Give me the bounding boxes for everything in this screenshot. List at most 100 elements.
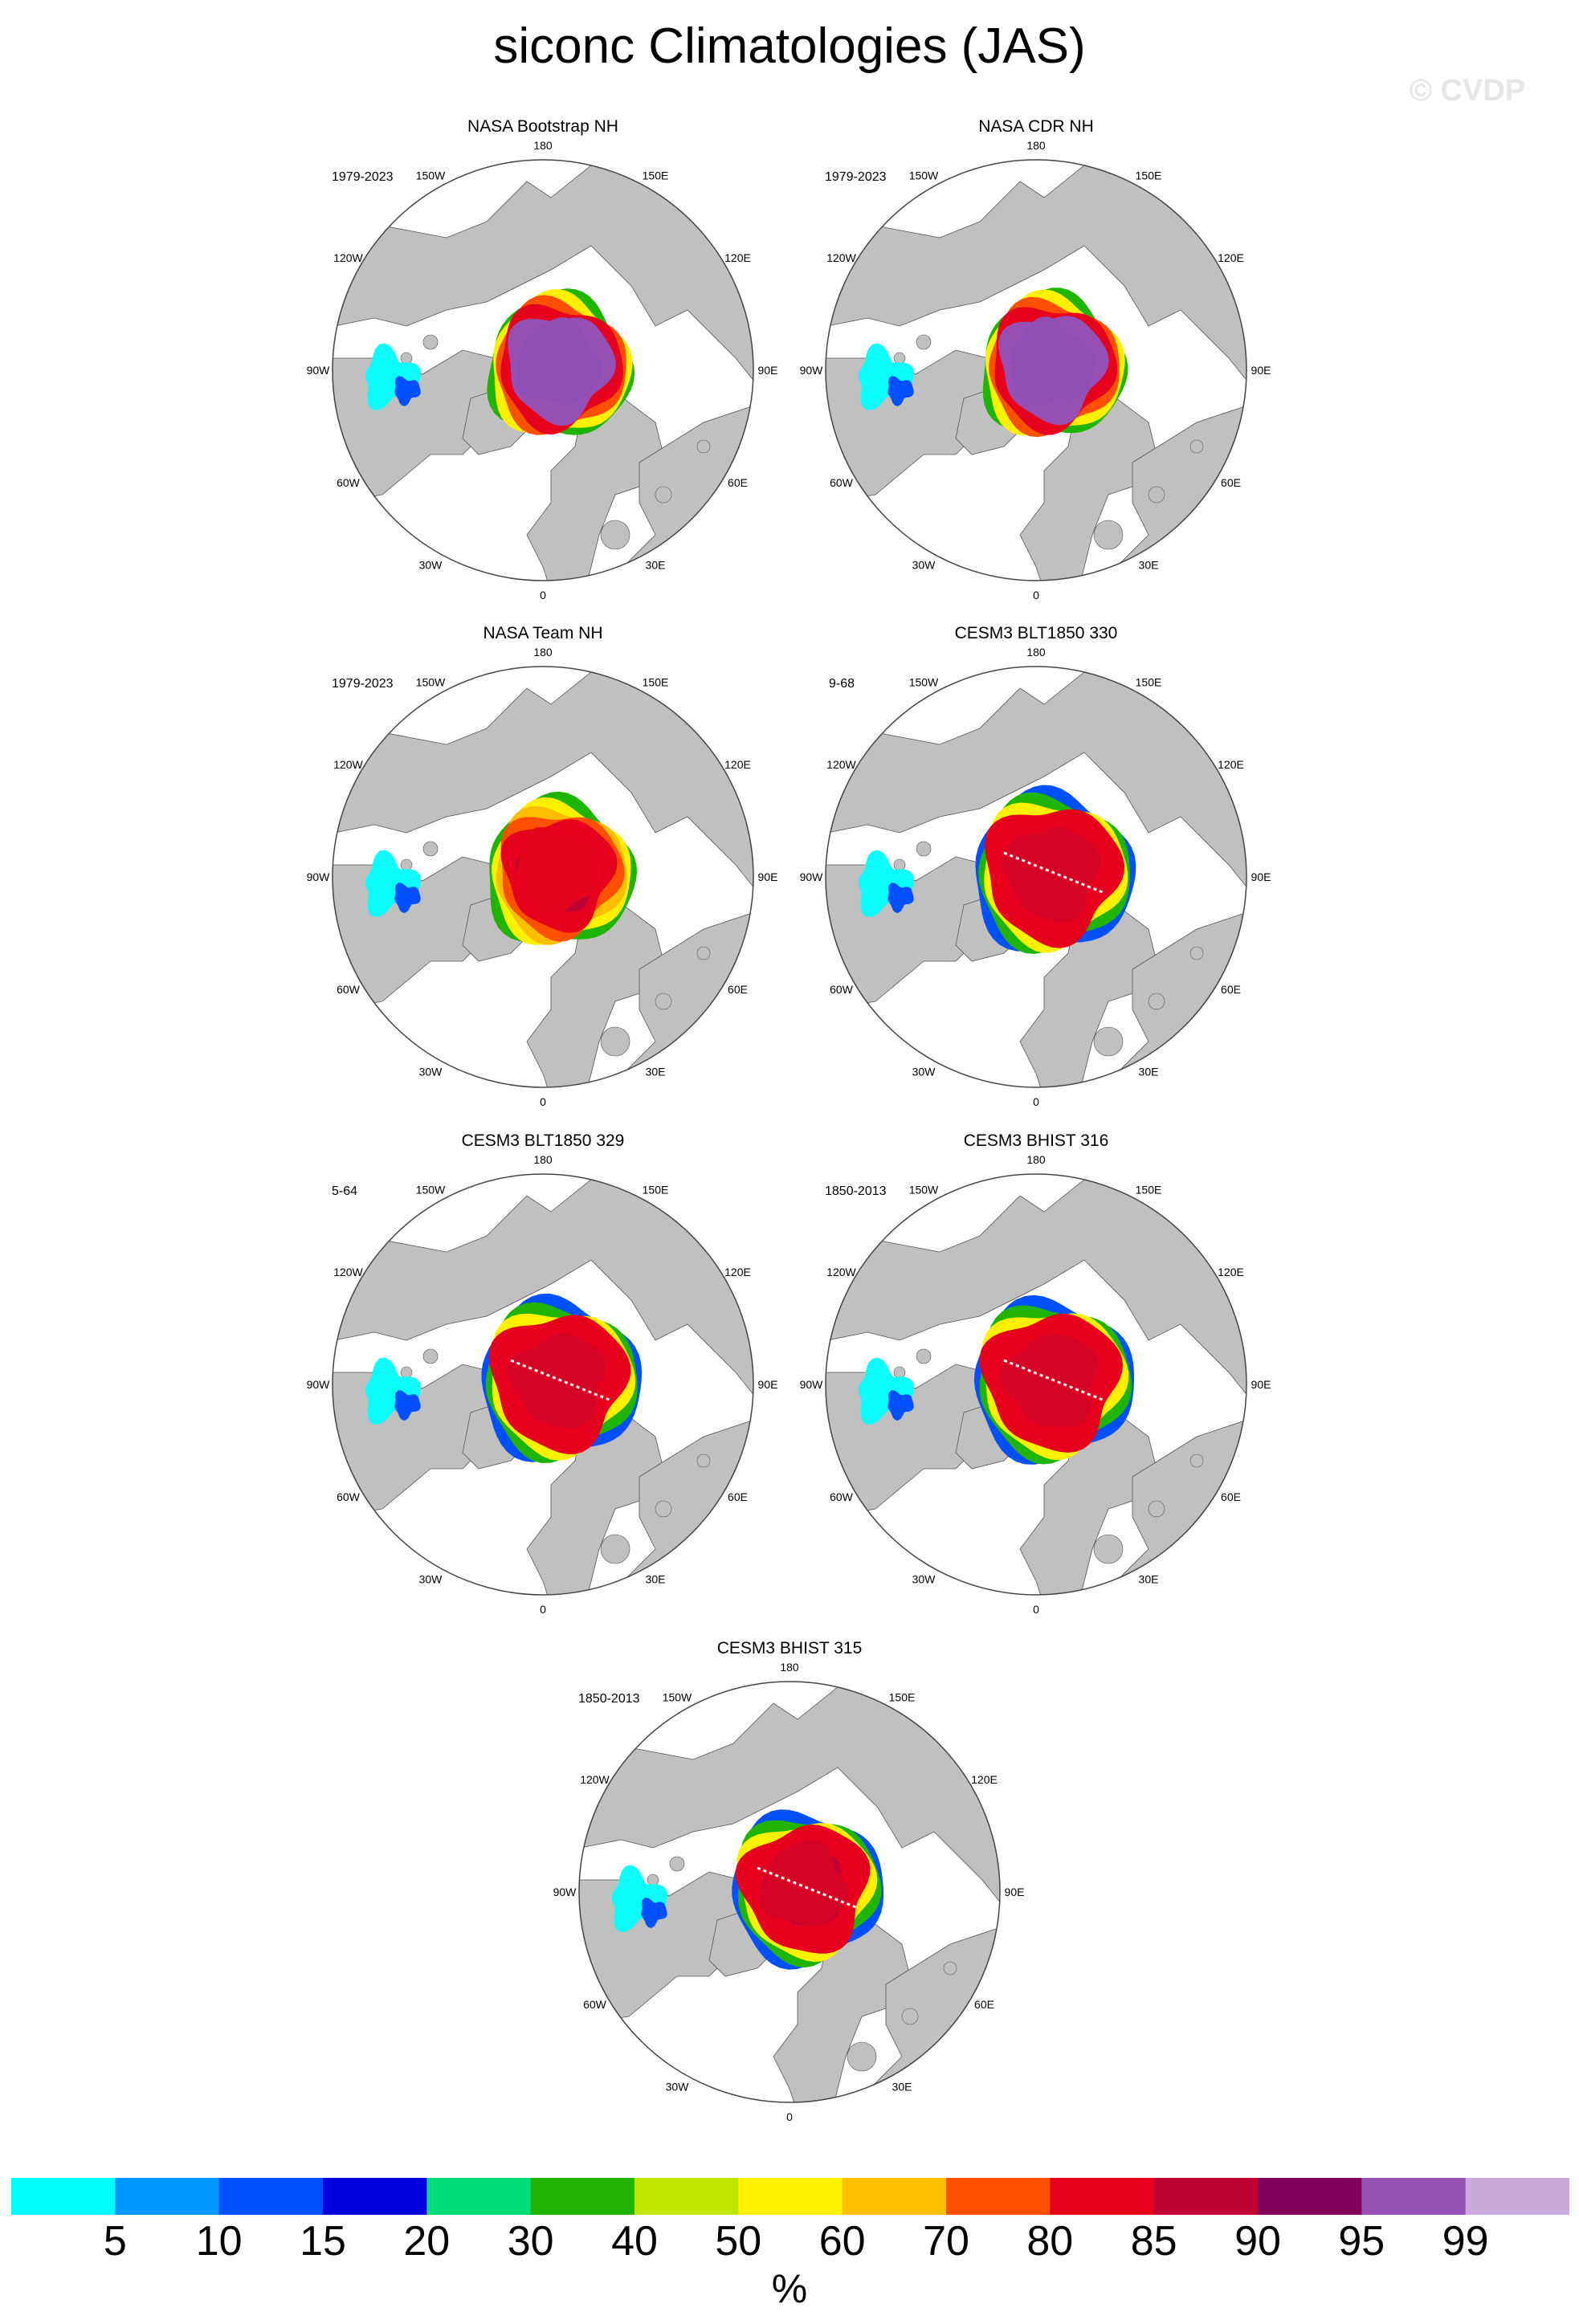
island (600, 1026, 630, 1057)
map-panel: 180 150E 120E 90E 60E 30E 0 30W 60W 90W 120W 150W C… (532, 1639, 1047, 2145)
colorbar-swatch (218, 2178, 324, 2215)
lon-label: 0 (1033, 1603, 1039, 1616)
lon-label: 120W (333, 1266, 363, 1278)
panel-period: 1979-2023 (332, 170, 394, 184)
map-border (332, 1173, 754, 1596)
lon-label: 30W (912, 1066, 936, 1078)
island (1093, 520, 1124, 550)
map-border (332, 666, 754, 1088)
lon-label: 120W (826, 251, 856, 264)
colorbar-swatch (738, 2178, 843, 2215)
land-mass (579, 1682, 1000, 1962)
lon-label: 60W (830, 476, 854, 489)
land-mass (526, 1412, 664, 1595)
polar-map: 180 150E 120E 90E 60E 30E 0 30W 60W 90W 120W 150W (800, 646, 1271, 1108)
hudson-ice-core (887, 1390, 914, 1421)
island (943, 1961, 957, 1975)
map-panel: 180 150E 120E 90E 60E 30E 0 30W 60W 90W 120W 150W C… (286, 1131, 800, 1637)
island (1148, 993, 1165, 1010)
island (1148, 1500, 1165, 1518)
island (1148, 486, 1165, 504)
map-border (332, 159, 754, 581)
island (893, 352, 906, 365)
island (400, 1366, 413, 1379)
lon-label: 150W (663, 1691, 692, 1704)
lon-label: 30E (646, 1066, 666, 1078)
island (669, 1856, 685, 1872)
lon-label: 120W (333, 758, 363, 771)
lon-label: 120W (333, 251, 363, 264)
lon-label: 90E (1251, 364, 1271, 377)
colorbar-tick: 20 (403, 2218, 451, 2265)
page-title: siconc Climatologies (JAS) (493, 18, 1086, 74)
colorbar-swatch (1465, 2178, 1569, 2215)
panel-title: NASA Bootstrap NH (467, 117, 618, 136)
lon-label: 120E (1218, 758, 1244, 771)
lon-label: 30W (419, 1573, 443, 1586)
watermark: © CVDP (1410, 74, 1526, 108)
lon-label: 90E (1251, 870, 1271, 883)
land-mass (826, 1174, 1246, 1454)
ice-core (514, 317, 603, 405)
map-border (825, 159, 1247, 581)
island (901, 2008, 919, 2025)
colorbar-tick: 30 (507, 2218, 554, 2265)
lon-label: 120E (1218, 251, 1244, 264)
colorbar-swatch (842, 2178, 947, 2215)
lon-label: 30E (646, 559, 666, 572)
lon-label: 150E (643, 676, 669, 689)
hudson-ice-core (394, 376, 421, 406)
dashed-line (1003, 851, 1105, 895)
land-mass (333, 1174, 753, 1454)
colorbar-swatch (1050, 2178, 1155, 2215)
land-mass (1019, 904, 1157, 1087)
colorbar-swatch (115, 2178, 220, 2215)
colorbar-tick: 95 (1338, 2218, 1385, 2265)
lon-label: 60W (337, 983, 361, 996)
island (422, 841, 439, 857)
lon-label: 30W (666, 2081, 690, 2094)
lon-label: 60E (1221, 476, 1241, 489)
lon-label: 150E (1136, 169, 1162, 182)
colorbar-tick: 60 (818, 2218, 866, 2265)
dashed-line (1003, 1359, 1105, 1402)
hudson-ice-core (641, 1898, 667, 1928)
lon-label: 150W (416, 676, 446, 689)
lon-label: 30W (419, 1066, 443, 1078)
colorbar-swatch (1153, 2178, 1259, 2215)
dashed-line (757, 1866, 859, 1910)
panel-title: NASA Team NH (483, 624, 603, 642)
land-mass (333, 667, 753, 947)
island (916, 1348, 932, 1364)
panel-title: CESM3 BHIST 315 (716, 1639, 863, 1657)
lon-label: 30E (1139, 1066, 1159, 1078)
lon-label: 60W (337, 1490, 361, 1503)
island (655, 993, 672, 1010)
hudson-ice-core (887, 376, 914, 406)
lon-label: 180 (1026, 1153, 1046, 1166)
lon-label: 30W (912, 559, 936, 572)
colorbar-tick: 70 (923, 2218, 969, 2265)
lon-label: 90W (307, 1378, 331, 1391)
dashed-line (510, 1359, 612, 1402)
land-mass (1019, 1412, 1157, 1595)
ice-core (1010, 316, 1096, 406)
lon-label: 120E (724, 1266, 751, 1278)
polar-map: 180 150E 120E 90E 60E 30E 0 30W 60W 90W 120W 150W (307, 139, 778, 601)
island (400, 352, 413, 365)
lon-label: 150W (909, 169, 939, 182)
polar-map: 180 150E 120E 90E 60E 30E 0 30W 60W 90W 120W 150W (553, 1661, 1025, 2123)
lon-label: 120E (1218, 1266, 1244, 1278)
hudson-ice-core (887, 883, 914, 913)
ice-core (759, 1839, 849, 1927)
hudson-ice-core (394, 1390, 421, 1421)
lon-label: 60E (1221, 983, 1241, 996)
colorbar-tick: 40 (611, 2218, 658, 2265)
land-mass (826, 160, 1246, 440)
map-border (578, 1681, 1001, 2103)
panel-title: CESM3 BLT1850 329 (461, 1131, 625, 1150)
colorbar-swatch (11, 2178, 116, 2215)
island (422, 334, 439, 350)
lon-label: 60W (830, 1490, 854, 1503)
lon-label: 150W (416, 1184, 446, 1197)
